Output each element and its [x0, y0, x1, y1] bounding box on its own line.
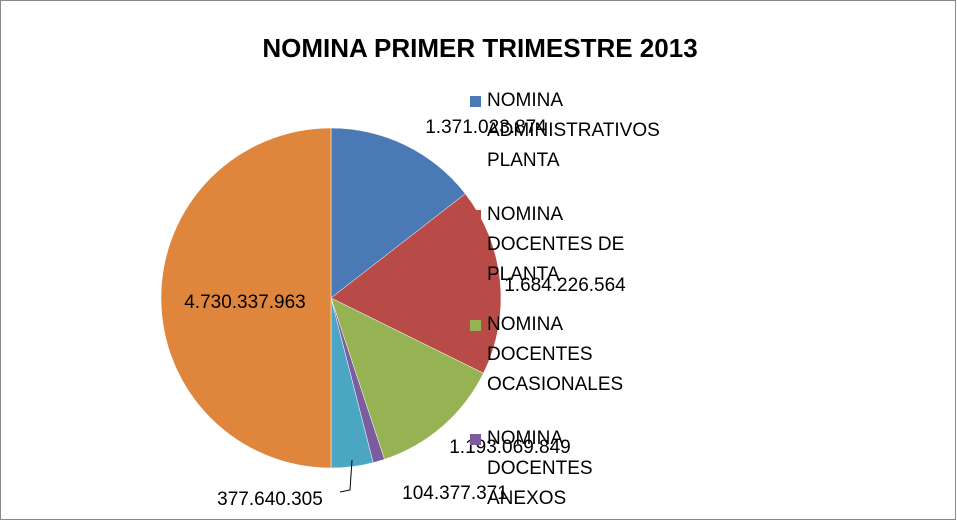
leader-line: [339, 459, 353, 493]
legend-swatch: [470, 434, 481, 445]
legend-swatch: [470, 320, 481, 331]
data-label: 377.640.305: [217, 489, 323, 510]
data-label: 104.377.371: [402, 483, 508, 504]
data-label: 1.684.226.564: [504, 275, 626, 296]
legend-label: NOMINA DOCENTES DE PLANTA: [487, 204, 625, 285]
legend-item: NOMINA DOCENTES OCASIONALES: [470, 310, 645, 400]
legend-item: NOMINA DOCENTES DE PLANTA: [470, 200, 645, 290]
legend-label: NOMINA DOCENTES ANEXOS: [487, 428, 593, 509]
legend-item: NOMINA DOCENTES ANEXOS: [470, 424, 645, 514]
pie-slice: [330, 127, 466, 299]
legend-swatch: [470, 96, 481, 107]
chart-title: NOMINA PRIMER TRIMESTRE 2013: [262, 33, 697, 63]
pie-slice: [160, 127, 332, 469]
legend-swatch: [470, 210, 481, 221]
data-label: 4.730.337.963: [184, 292, 306, 313]
legend-label: NOMINA DOCENTES OCASIONALES: [487, 314, 624, 395]
pie-slice: [330, 193, 502, 374]
data-label: 1.371.023.874: [425, 117, 547, 138]
pie-slice: [330, 297, 484, 460]
legend-item: NOMINA ADMINISTRATIVOS PLANTA: [470, 86, 660, 176]
legend-label: NOMINA ADMINISTRATIVOS PLANTA: [487, 90, 660, 171]
